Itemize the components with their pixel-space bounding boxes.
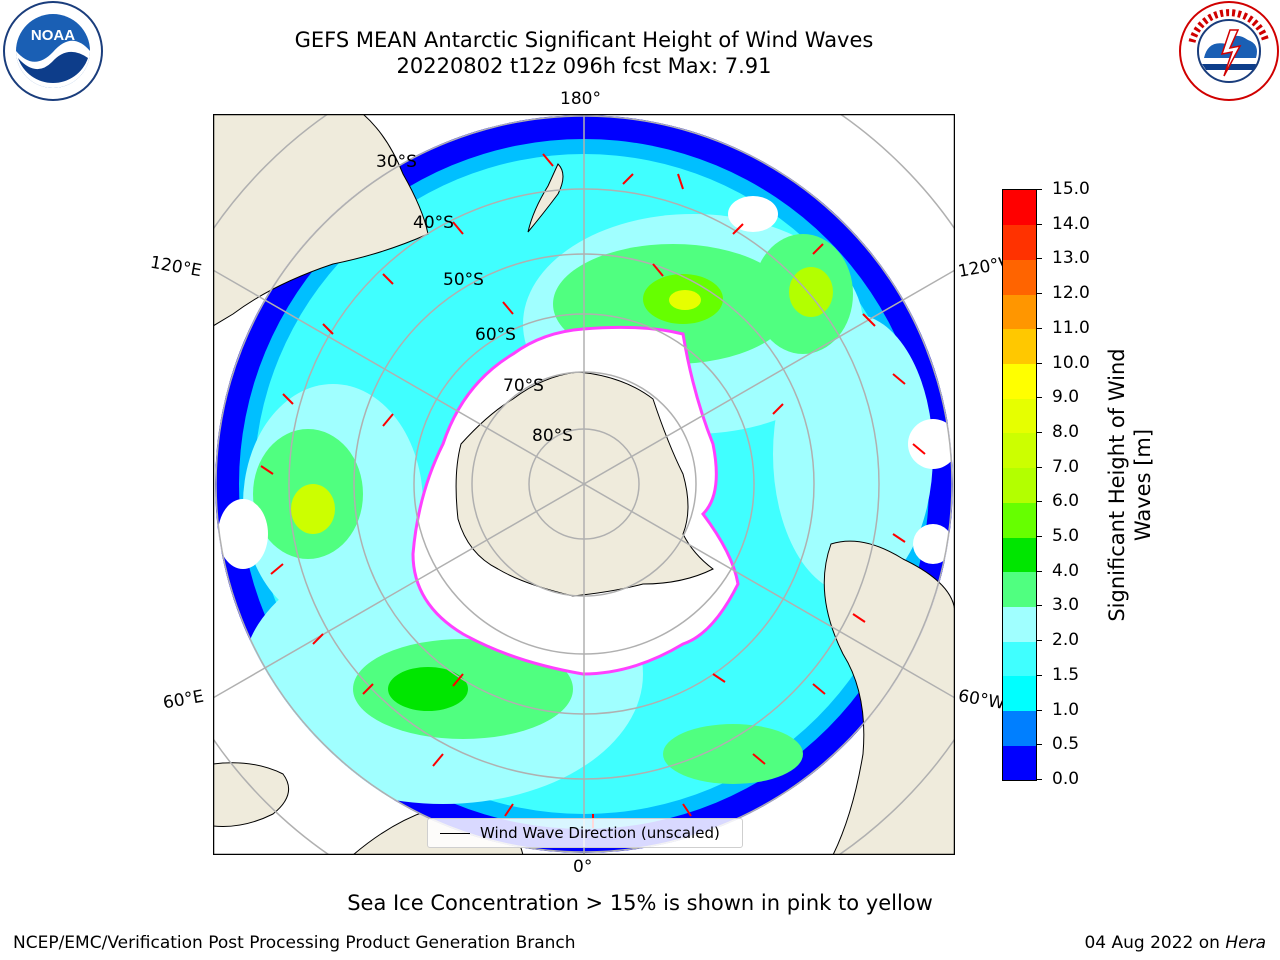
colorbar-tick-label: 15.0 [1052, 179, 1090, 199]
longitude-label-60w: 60°W [956, 686, 1007, 714]
footer-date-text: 04 Aug 2022 on [1084, 933, 1220, 953]
colorbar-tick [1036, 293, 1042, 295]
colorbar-tick [1036, 466, 1042, 468]
colorbar-tick [1036, 674, 1042, 676]
colorbar [1002, 189, 1037, 781]
latitude-label-70s: 70°S [503, 376, 544, 396]
graticule [213, 114, 955, 855]
svg-text:NOAA: NOAA [31, 27, 75, 44]
colorbar-segment [1003, 398, 1036, 434]
colorbar-tick-label: 6.0 [1052, 491, 1080, 512]
colorbar-tick [1036, 223, 1042, 225]
longitude-label-0: 0° [573, 857, 593, 877]
longitude-label-60e: 60°E [161, 686, 206, 714]
nws-logo [1179, 1, 1279, 101]
new-zealand [527, 163, 564, 233]
colorbar-segment [1003, 675, 1036, 712]
colorbar-tick [1036, 744, 1042, 746]
colorbar-label: Significant Height of Wind Waves [m] [1105, 348, 1155, 622]
latitude-label-30s: 30°S [376, 152, 417, 172]
colorbar-tick [1036, 258, 1042, 260]
colorbar-tick-label: 14.0 [1052, 213, 1090, 234]
colorbar-segment [1003, 710, 1036, 746]
colorbar-tick-label: 8.0 [1052, 421, 1080, 442]
colorbar-segment [1003, 606, 1036, 642]
map-legend: Wind Wave Direction (unscaled) [427, 818, 743, 848]
colorbar-segment [1003, 502, 1036, 538]
noaa-logo: NOAA [3, 1, 103, 101]
chart-title: GEFS MEAN Antarctic Significant Height o… [294, 28, 874, 52]
footer-date: 04 Aug 2022 on Hera [1084, 933, 1266, 953]
colorbar-tick-label: 11.0 [1052, 317, 1090, 338]
colorbar-tick-label: 12.0 [1052, 283, 1090, 304]
wave-height-field [215, 115, 953, 853]
colorbar-tick-label: 5.0 [1052, 526, 1080, 547]
colorbar-tick [1036, 570, 1042, 572]
colorbar-tick-label: 10.0 [1052, 352, 1090, 373]
colorbar-segment [1003, 745, 1036, 781]
colorbar-segment [1003, 641, 1036, 677]
colorbar-tick [1036, 189, 1042, 190]
colorbar-tick [1036, 397, 1042, 399]
colorbar-segment [1003, 467, 1036, 503]
colorbar-tick [1036, 501, 1042, 503]
colorbar-tick-label: 0.5 [1052, 734, 1080, 755]
colorbar-tick [1036, 779, 1042, 780]
sea-ice-note: Sea Ice Concentration > 15% is shown in … [347, 891, 933, 915]
colorbar-tick-label: 4.0 [1052, 560, 1080, 581]
footer-machine: Hera [1225, 933, 1266, 953]
colorbar-tick-label: 13.0 [1052, 248, 1090, 269]
colorbar-tick-label: 7.0 [1052, 456, 1080, 477]
colorbar-tick [1036, 362, 1042, 364]
colorbar-tick-label: 9.0 [1052, 387, 1080, 408]
longitude-label-120e: 120°E [148, 252, 204, 282]
latitude-label-60s: 60°S [475, 325, 516, 345]
colorbar-tick-label: 2.0 [1052, 630, 1080, 651]
colorbar-segment [1003, 571, 1036, 607]
colorbar-segment [1003, 224, 1036, 260]
latitude-label-40s: 40°S [413, 213, 454, 233]
latitude-label-80s: 80°S [532, 426, 573, 446]
legend-label: Wind Wave Direction (unscaled) [480, 824, 720, 842]
colorbar-tick [1036, 431, 1042, 433]
colorbar-tick-label: 1.5 [1052, 664, 1080, 685]
legend-line-swatch [440, 832, 470, 834]
colorbar-tick [1036, 536, 1042, 538]
colorbar-segment [1003, 259, 1036, 295]
colorbar-tick-label: 3.0 [1052, 595, 1080, 616]
colorbar-tick [1036, 709, 1042, 711]
colorbar-segment [1003, 432, 1036, 469]
colorbar-tick [1036, 605, 1042, 607]
colorbar-segment [1003, 190, 1036, 226]
colorbar-tick-label: 0.0 [1052, 769, 1080, 789]
colorbar-segment [1003, 363, 1036, 399]
colorbar-segment [1003, 537, 1036, 573]
chart-subtitle: 20220802 t12z 096h fcst Max: 7.91 [396, 54, 772, 78]
colorbar-segment [1003, 328, 1036, 365]
colorbar-segment [1003, 294, 1036, 330]
colorbar-tick [1036, 327, 1042, 329]
latitude-label-50s: 50°S [443, 270, 484, 290]
antarctic-map [213, 114, 955, 855]
longitude-label-180: 180° [560, 89, 601, 109]
colorbar-tick-label: 1.0 [1052, 699, 1080, 720]
wave-direction-arrows [260, 153, 926, 828]
footer-credit: NCEP/EMC/Verification Post Processing Pr… [13, 933, 576, 953]
colorbar-tick [1036, 640, 1042, 642]
